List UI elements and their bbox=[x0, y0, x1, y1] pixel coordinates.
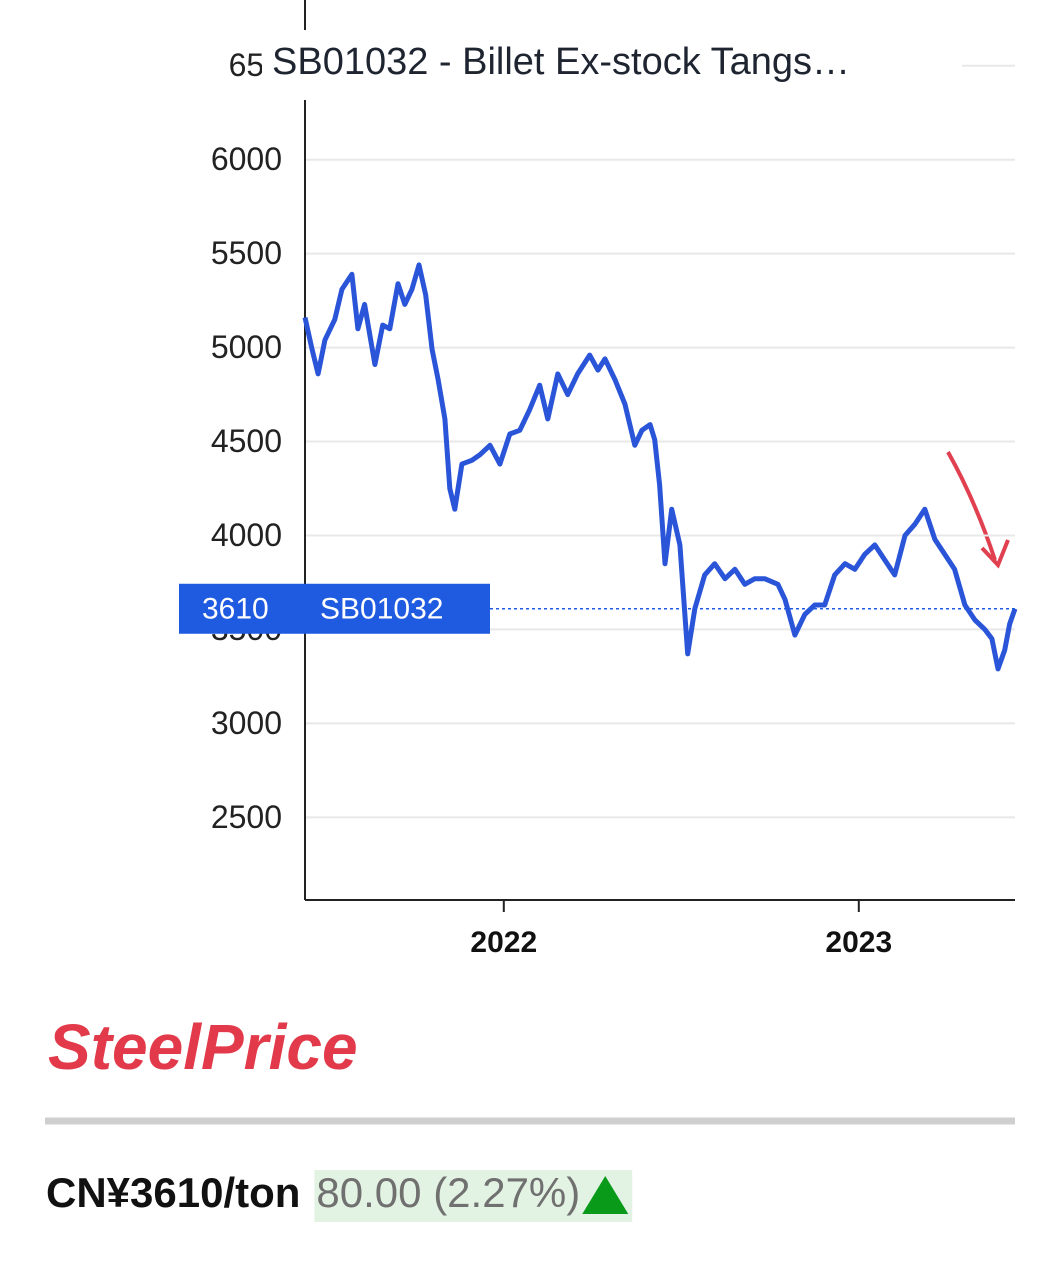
brand: SteelPrice bbox=[48, 1011, 358, 1083]
y-tick-label: 3000 bbox=[211, 705, 282, 741]
x-tick-label: 2022 bbox=[470, 926, 537, 959]
change-bg bbox=[314, 1170, 633, 1222]
arrow bbox=[946, 451, 997, 561]
current-series-label: SB01032 bbox=[320, 593, 443, 626]
current-value-box bbox=[179, 583, 490, 634]
y-tick-label: 2500 bbox=[211, 799, 282, 835]
y-tick-label: 4000 bbox=[211, 517, 282, 553]
y-tick-label: 4500 bbox=[211, 423, 282, 459]
y-tick-label: 5000 bbox=[211, 329, 282, 365]
x-tick-label: 2023 bbox=[825, 926, 892, 959]
up-triangle bbox=[582, 1176, 629, 1214]
arrow-head bbox=[980, 539, 1010, 569]
y-tick-label: 6000 bbox=[211, 141, 282, 177]
current-value-label: 3610 bbox=[202, 593, 269, 626]
chart-title: SB01032 - Billet Ex-stock Tangs… bbox=[272, 41, 850, 83]
title-bg bbox=[262, 30, 962, 100]
y-tick-label: 5500 bbox=[211, 235, 282, 271]
change: 80.00 (2.27%) bbox=[316, 1169, 580, 1216]
price-line bbox=[302, 262, 1018, 672]
price: CN¥3610/ton bbox=[46, 1169, 300, 1216]
